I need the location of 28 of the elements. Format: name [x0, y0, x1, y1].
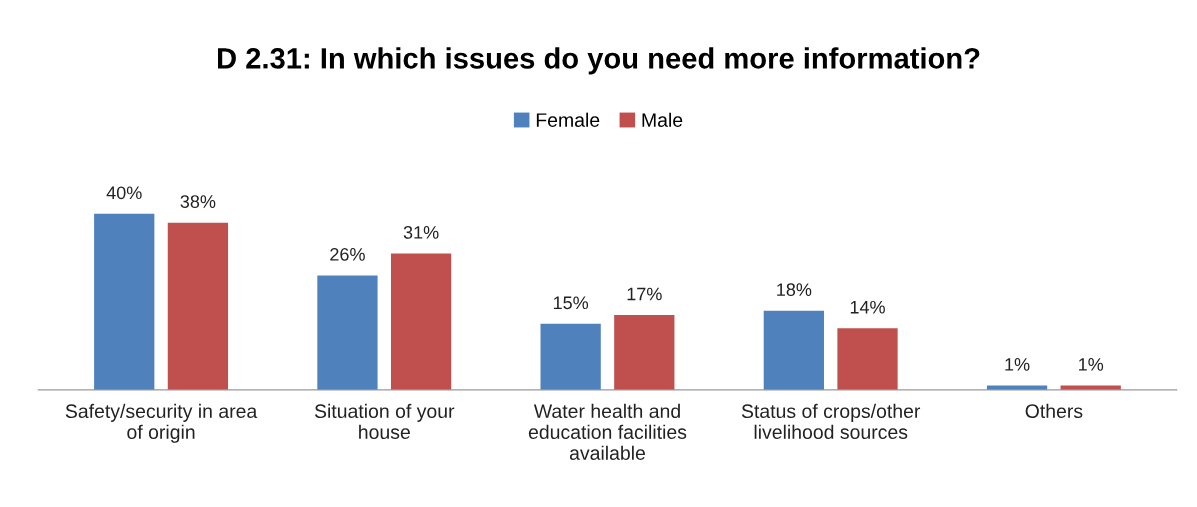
legend-label: Female: [536, 112, 600, 127]
data-label: 15%: [553, 296, 589, 310]
x-tick-label: Status of crops/other livelihood sources: [741, 403, 921, 439]
bar: [986, 385, 1048, 390]
x-tick-label: Situation of your house: [314, 403, 455, 439]
bar: [94, 213, 155, 390]
data-label: 40%: [106, 186, 142, 200]
data-label: 1%: [1005, 358, 1030, 371]
data-label: 17%: [627, 287, 662, 301]
bar: [540, 323, 601, 390]
x-tick-label: Others: [1025, 403, 1083, 419]
bar: [390, 253, 452, 390]
bar: [1060, 385, 1121, 390]
data-label: 26%: [330, 248, 365, 261]
bar: [317, 275, 378, 390]
bar: [167, 222, 229, 390]
data-label: 18%: [777, 283, 812, 296]
bar: [614, 315, 675, 390]
data-label: 38%: [180, 195, 216, 208]
data-label: 14%: [850, 300, 885, 314]
legend-label: Male: [642, 112, 683, 127]
chart-title: D 2.31: In which issues do you need more information?: [218, 47, 980, 75]
x-tick-label: Safety/security in area of origin: [65, 403, 258, 443]
data-label: 31%: [403, 225, 439, 239]
bar: [837, 328, 898, 390]
data-label: 1%: [1079, 358, 1104, 371]
bar: [763, 310, 824, 390]
x-tick-label: Water health and education facilities available: [528, 403, 687, 460]
